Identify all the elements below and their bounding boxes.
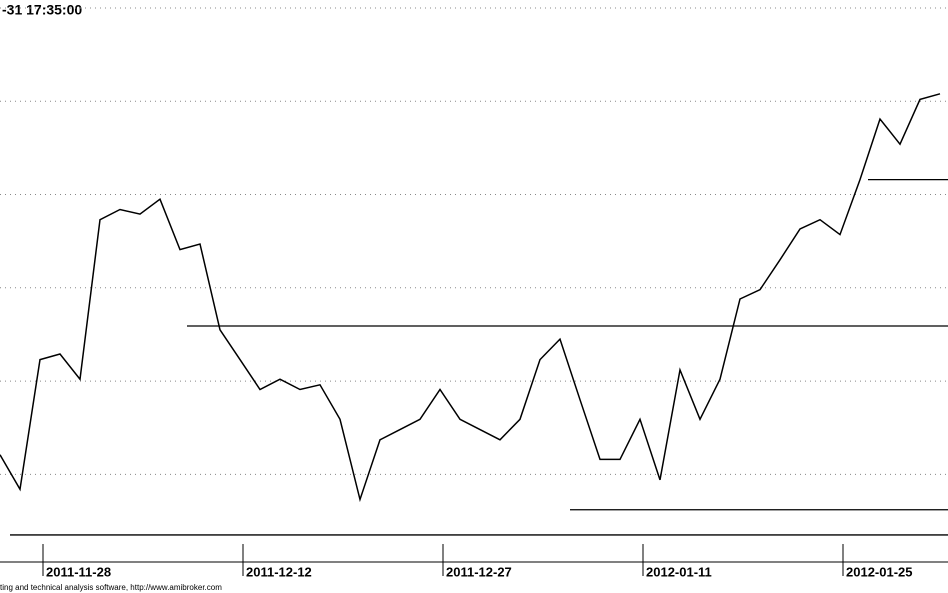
chart-title: -31 17:35:00: [2, 2, 82, 18]
x-tick-label: 2012-01-11: [646, 564, 712, 579]
x-tick-label: 2012-01-25: [846, 564, 913, 579]
x-tick-label: 2011-12-27: [446, 564, 512, 579]
footer: ting and technical analysis software, ht…: [0, 583, 222, 592]
x-tick-label: 2011-11-28: [46, 564, 111, 579]
x-tick-label: 2011-12-12: [246, 564, 312, 579]
price-line: [0, 93, 941, 503]
